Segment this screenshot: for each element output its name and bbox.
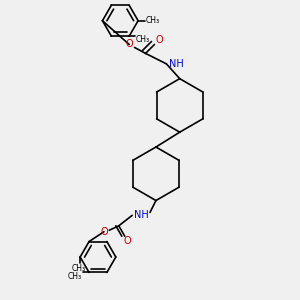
Text: CH₃: CH₃: [72, 263, 86, 272]
Text: O: O: [100, 227, 108, 237]
Text: O: O: [155, 35, 163, 45]
Text: NH: NH: [134, 210, 148, 220]
Text: CH₃: CH₃: [146, 16, 160, 25]
Text: CH₃: CH₃: [135, 34, 149, 43]
Text: NH: NH: [169, 59, 184, 69]
Text: O: O: [125, 40, 133, 50]
Text: CH₃: CH₃: [68, 272, 82, 281]
Text: O: O: [124, 236, 131, 246]
